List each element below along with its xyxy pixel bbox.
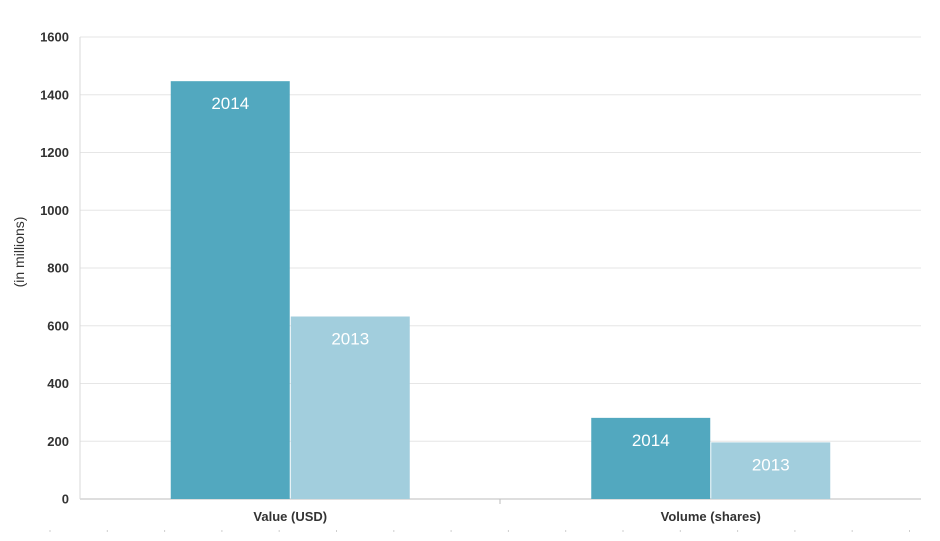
y-tick-label: 1600 xyxy=(40,30,69,45)
x-category-label: Value (USD) xyxy=(253,509,327,524)
bar-data-label: 2013 xyxy=(752,455,790,474)
y-tick-label: 1000 xyxy=(40,203,69,218)
bar-data-label: 2014 xyxy=(211,94,249,113)
x-axis: Value (USD) Volume (shares) xyxy=(49,499,910,532)
bars: 2014 2013 2014 2013 xyxy=(170,81,831,500)
y-tick-label: 200 xyxy=(47,434,69,449)
bar-data-label: 2013 xyxy=(331,330,369,349)
y-tick-label: 0 xyxy=(62,492,69,507)
y-tick-label: 600 xyxy=(47,318,69,333)
bar-2013-value xyxy=(290,316,410,499)
x-category-label: Volume (shares) xyxy=(661,509,761,524)
y-tick-label: 1400 xyxy=(40,87,69,102)
y-tick-label: 1200 xyxy=(40,145,69,160)
bar-2013-volume xyxy=(711,442,831,499)
bar-data-label: 2014 xyxy=(632,431,670,450)
bar-2014-value xyxy=(170,81,290,500)
bar-2014-volume xyxy=(591,417,711,499)
y-tick-label: 400 xyxy=(47,376,69,391)
y-axis-title: (in millions) xyxy=(11,217,27,288)
y-tick-label: 800 xyxy=(47,261,69,276)
y-axis-ticks: 0 200 400 600 800 1000 1200 1400 1600 xyxy=(40,30,69,507)
